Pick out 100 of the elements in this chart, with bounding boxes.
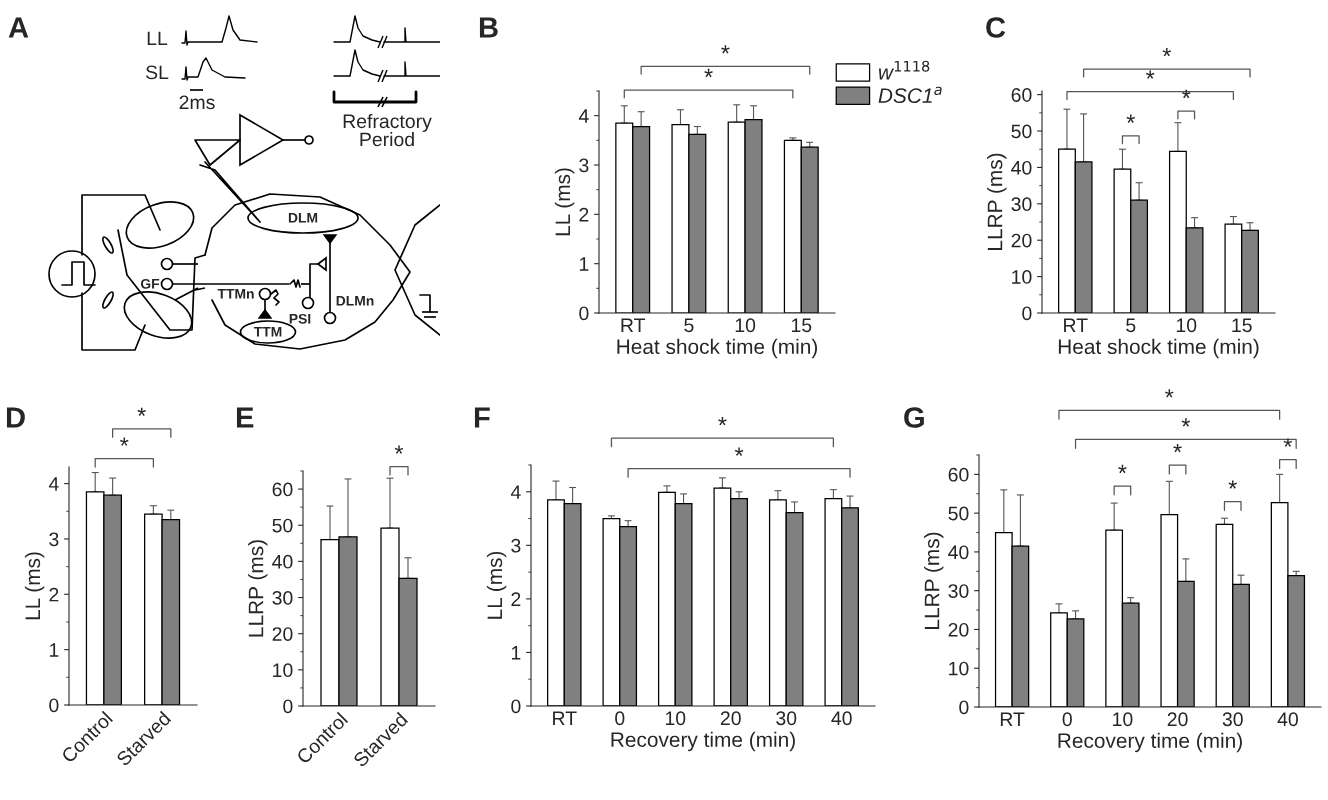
y-tick-label: 3 xyxy=(579,158,589,173)
text: * xyxy=(1283,438,1293,447)
text: * xyxy=(1181,418,1191,427)
y-tick-label: 40 xyxy=(1011,160,1032,175)
x-tick-label: 5 xyxy=(684,318,694,333)
legend-label: w$^{1118}$ xyxy=(878,60,930,80)
y-tick-label: 3 xyxy=(49,532,59,547)
y-tick-label: 1 xyxy=(579,257,589,271)
y-axis-title: LL (ms) xyxy=(24,552,45,620)
annotation: * xyxy=(1126,114,1135,123)
text: A xyxy=(8,17,29,38)
chart-title: G xyxy=(904,407,924,428)
text: * xyxy=(120,437,129,446)
text: * xyxy=(1165,389,1174,398)
text: GF xyxy=(140,278,160,289)
y-tick-label: 10 xyxy=(273,663,293,678)
y-tick-label: 2 xyxy=(49,587,59,602)
annotation: * xyxy=(1228,480,1237,489)
y-tick-label: 0 xyxy=(49,698,59,713)
y-tick-label: 20 xyxy=(272,627,293,641)
text: Refractory Period xyxy=(343,113,432,147)
text: * xyxy=(1162,48,1172,57)
x-tick-label: RT xyxy=(1064,318,1088,332)
y-tick-label: 40 xyxy=(948,545,969,560)
x-axis-title: Heat shock time (min) xyxy=(1058,338,1259,359)
y-axis-title: LL (ms) xyxy=(486,551,507,619)
x-tick-label: 30 xyxy=(776,711,797,726)
text: * xyxy=(734,447,744,456)
x-tick-label: 20 xyxy=(720,711,741,726)
x-axis-title: Heat shock time (min) xyxy=(617,338,818,359)
text: SL xyxy=(145,65,169,80)
y-axis-title: LL (ms) xyxy=(554,168,575,236)
x-tick-label: 15 xyxy=(791,318,812,333)
chart-title: E xyxy=(236,407,254,428)
x-tick-label: 10 xyxy=(665,711,686,726)
y-tick-label: 0 xyxy=(579,306,589,321)
text: LL xyxy=(147,31,168,46)
text: * xyxy=(704,68,713,78)
y-tick-label: 10 xyxy=(949,661,969,676)
x-axis-title: Recovery time (min) xyxy=(1058,732,1242,753)
y-tick-label: 20 xyxy=(1011,233,1032,248)
y-tick-label: 60 xyxy=(1011,88,1032,102)
text: TTM xyxy=(253,327,282,337)
y-tick-label: 0 xyxy=(511,699,521,714)
text: * xyxy=(718,417,727,426)
y-tick-label: 4 xyxy=(48,477,59,491)
x-tick-label: 0 xyxy=(615,711,625,726)
y-axis-title: LLRP (ms) xyxy=(248,540,268,637)
text: * xyxy=(1145,70,1155,79)
x-tick-label: 0 xyxy=(1062,712,1072,727)
y-tick-label: 20 xyxy=(948,622,969,637)
x-tick-label: 10 xyxy=(1113,712,1133,727)
x-tick-label: 20 xyxy=(1167,712,1188,727)
y-tick-label: 0 xyxy=(283,699,293,714)
annotation: * xyxy=(1118,464,1127,474)
y-tick-label: 30 xyxy=(272,591,293,605)
annotation: * xyxy=(1182,89,1191,99)
y-tick-label: 50 xyxy=(272,518,293,533)
y-tick-label: 10 xyxy=(1012,270,1032,284)
x-tick-label: 10 xyxy=(1176,318,1197,333)
text: PSI xyxy=(289,313,311,324)
y-axis-title: LLRP (ms) xyxy=(924,532,944,629)
text: DLM xyxy=(288,213,318,223)
y-tick-label: 50 xyxy=(948,506,969,521)
x-tick-label: RT xyxy=(1000,712,1025,726)
chart-title: D xyxy=(6,407,25,428)
y-tick-label: 2 xyxy=(511,592,521,606)
y-tick-label: 3 xyxy=(511,538,521,553)
y-tick-label: 1 xyxy=(511,646,521,660)
y-tick-label: 1 xyxy=(49,643,59,657)
text: * xyxy=(394,445,404,454)
y-tick-label: 30 xyxy=(948,584,969,598)
y-tick-label: 50 xyxy=(1011,124,1032,139)
chart-title: F xyxy=(474,407,490,428)
text: * xyxy=(137,407,146,416)
y-tick-label: 60 xyxy=(948,467,969,482)
x-tick-label: 40 xyxy=(831,711,852,726)
y-tick-label: 30 xyxy=(1011,197,1032,212)
y-tick-label: 0 xyxy=(1022,306,1032,321)
y-tick-label: 40 xyxy=(272,554,293,569)
y-tick-label: 4 xyxy=(578,109,589,123)
x-tick-label: 10 xyxy=(735,318,756,333)
y-tick-label: 60 xyxy=(272,482,293,497)
x-tick-label: 15 xyxy=(1232,318,1252,333)
y-tick-label: 2 xyxy=(579,207,589,222)
x-tick-label: 5 xyxy=(1126,318,1136,333)
text: DLMn xyxy=(336,296,374,306)
y-axis-title: LLRP (ms) xyxy=(987,153,1007,250)
legend-label: DSC1$^{a}$ xyxy=(878,86,942,104)
text: * xyxy=(1173,443,1182,453)
x-tick-label: 40 xyxy=(1277,712,1298,727)
text: TTMn xyxy=(217,289,254,299)
x-tick-label: RT xyxy=(553,711,577,725)
y-tick-label: 0 xyxy=(959,700,969,715)
y-tick-label: 4 xyxy=(510,485,521,499)
x-tick-label: RT xyxy=(621,318,646,332)
text: 2ms xyxy=(179,95,215,110)
x-tick-label: 30 xyxy=(1222,712,1243,727)
x-axis-title: Recovery time (min) xyxy=(611,731,795,752)
text: * xyxy=(721,45,730,54)
